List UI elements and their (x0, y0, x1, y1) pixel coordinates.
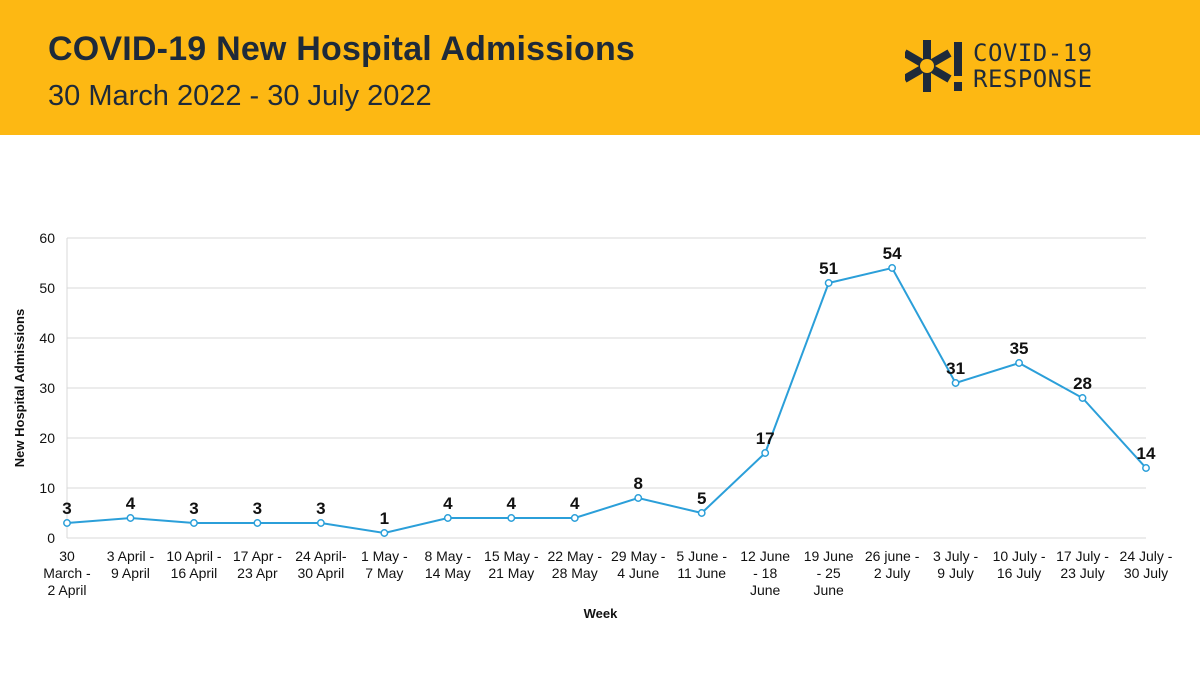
data-label: 4 (443, 494, 453, 513)
data-label: 3 (253, 499, 262, 518)
y-tick-label: 60 (39, 230, 55, 246)
y-tick-label: 50 (39, 280, 55, 296)
logo-text: COVID-19 RESPONSE (973, 40, 1093, 92)
data-point (570, 514, 579, 522)
data-point (1078, 394, 1087, 402)
x-tick-label: 17 Apr -23 Apr (233, 548, 282, 581)
data-label: 5 (697, 489, 706, 508)
data-point (380, 529, 389, 537)
data-point (888, 264, 897, 272)
covid-response-logo: COVID-19 RESPONSE (902, 38, 1135, 94)
y-axis: 0 10 20 30 40 50 60 (39, 230, 1146, 546)
y-tick-label: 20 (39, 430, 55, 446)
snowflake-alert-icon (902, 40, 962, 92)
data-label: 8 (634, 474, 643, 493)
y-tick-label: 0 (47, 530, 55, 546)
y-tick-label: 40 (39, 330, 55, 346)
data-point (634, 494, 643, 502)
x-tick-label: 22 May -28 May (548, 548, 603, 581)
logo-line-2: RESPONSE (973, 65, 1093, 93)
data-label: 35 (1010, 339, 1029, 358)
data-label: 3 (62, 499, 71, 518)
data-point (1015, 359, 1024, 367)
data-point (126, 514, 135, 522)
x-tick-label: 12 June - 18 June (740, 548, 790, 598)
data-label: 3 (316, 499, 325, 518)
data-label: 17 (756, 429, 775, 448)
data-label: 31 (946, 359, 965, 378)
x-tick-label: 1 May -7 May (361, 548, 408, 581)
x-tick-label: 10 July -16 July (993, 548, 1046, 581)
data-label: 3 (189, 499, 198, 518)
data-point (761, 449, 770, 457)
x-tick-label: 26 june -2 July (865, 548, 920, 581)
data-point (824, 279, 833, 287)
x-tick-label: 3 April -9 April (107, 548, 155, 581)
data-label: 4 (126, 494, 136, 513)
x-axis: 30 March -2 April 3 April -9 April 10 April… (43, 548, 1173, 598)
data-point (316, 519, 325, 527)
data-point (951, 379, 960, 387)
chart-series (63, 264, 1150, 537)
data-point (189, 519, 198, 527)
data-label: 28 (1073, 374, 1092, 393)
data-label: 51 (819, 259, 838, 278)
x-tick-label: 3 July -9 July (933, 548, 978, 581)
data-label: 14 (1137, 444, 1156, 463)
data-label: 4 (570, 494, 580, 513)
header-banner: COVID-19 New Hospital Admissions 30 Marc… (0, 0, 1200, 135)
y-tick-label: 10 (39, 480, 55, 496)
data-point (253, 519, 262, 527)
data-label: 1 (380, 509, 389, 528)
series-line (66, 266, 1147, 535)
x-axis-title: Week (584, 606, 618, 621)
page-subtitle: 30 March 2022 - 30 July 2022 (48, 80, 432, 112)
data-label: 54 (883, 244, 902, 263)
y-tick-label: 30 (39, 380, 55, 396)
y-axis-title: New Hospital Admissions (12, 309, 27, 467)
data-point (507, 514, 516, 522)
x-tick-label: 15 May -21 May (484, 548, 539, 581)
page-title: COVID-19 New Hospital Admissions (48, 30, 636, 68)
x-tick-label: 8 May -14 May (424, 548, 471, 581)
x-tick-label: 24 April-30 April (295, 548, 347, 581)
logo-line-1: COVID-19 (973, 39, 1093, 67)
chart-gridlines (67, 237, 1146, 489)
x-tick-label: 10 April -16 April (166, 548, 222, 581)
x-tick-label: 30 March -2 April (43, 548, 91, 598)
data-point (697, 509, 706, 517)
data-point (443, 514, 452, 522)
x-tick-label: 17 July -23 July (1056, 548, 1109, 581)
x-tick-label: 5 June -11 June (676, 548, 727, 581)
x-tick-label: 19 June - 25 June (804, 548, 854, 598)
x-tick-label: 24 July -30 July (1120, 548, 1173, 581)
line-chart: 0 10 20 30 40 50 60 30 March -2 April 3 April -9… (12, 230, 1173, 621)
data-point (1142, 464, 1150, 472)
data-point (63, 519, 71, 527)
data-label: 4 (507, 494, 517, 513)
x-tick-label: 29 May -4 June (611, 548, 666, 581)
